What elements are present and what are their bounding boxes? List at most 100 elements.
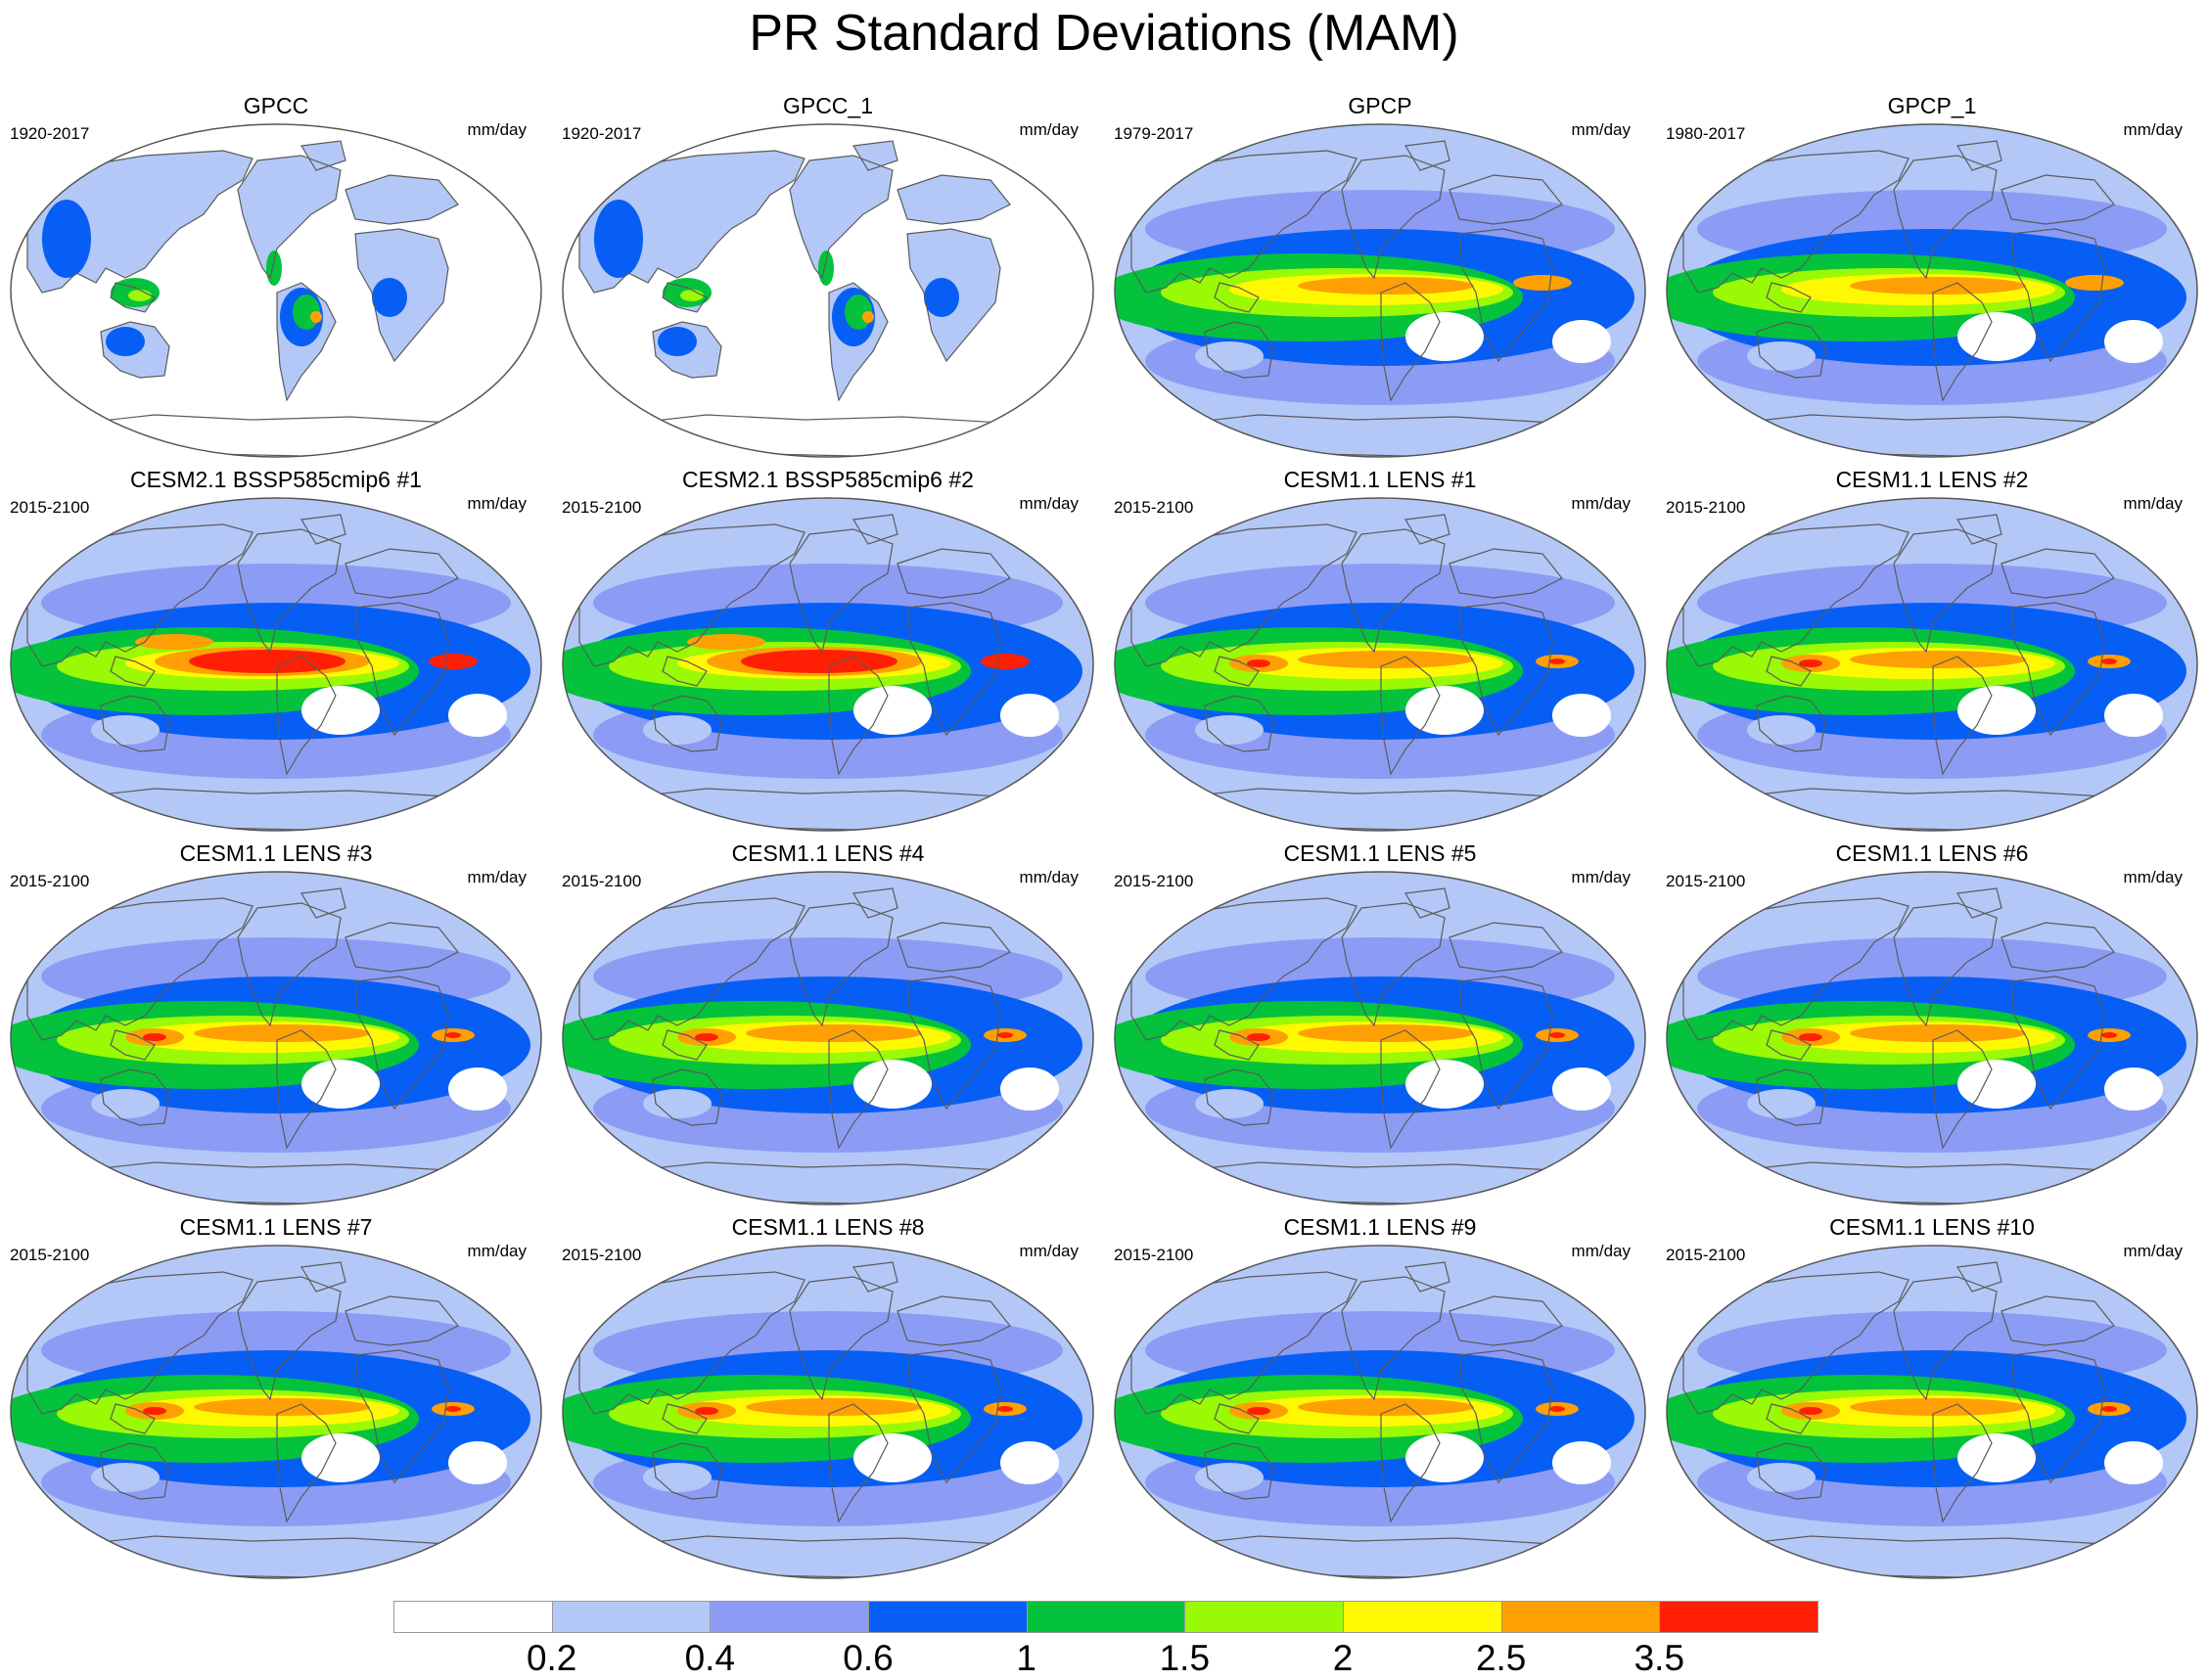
contour-region: [42, 200, 91, 278]
panel-units: mm/day: [467, 1242, 527, 1260]
colorbar-label: 0.6: [843, 1638, 894, 1678]
colorbar-box: [1184, 1601, 1344, 1633]
contour-region: [189, 650, 345, 673]
panel-units: mm/day: [1019, 868, 1079, 886]
coastline: [1449, 922, 1563, 973]
panel-period: 2015-2100: [10, 872, 90, 890]
contour-region: [1850, 1398, 2026, 1416]
contour-region: [1195, 1463, 1264, 1492]
coastline: [345, 174, 459, 225]
coastline: [897, 174, 1011, 225]
panel-title: CESM1.1 LENS #3: [179, 840, 373, 866]
coastline: [1932, 282, 1993, 402]
contour-region: [2101, 658, 2117, 664]
coastline: [906, 602, 1001, 737]
contour-region: [91, 1463, 160, 1492]
contour-region: [1000, 694, 1059, 737]
map-projection: [10, 1245, 542, 1579]
contour-region: [1549, 658, 1565, 664]
coastline: [662, 1029, 708, 1061]
coastline: [1766, 1403, 1812, 1434]
coastline: [906, 976, 1001, 1111]
coastline: [2001, 922, 2115, 973]
panel-units: mm/day: [1019, 120, 1079, 139]
contour-region: [2104, 694, 2163, 737]
contour-region: [448, 1067, 507, 1111]
coastline: [1449, 1295, 1563, 1346]
panel-units: mm/day: [2123, 1242, 2183, 1260]
coastline: [1449, 174, 1563, 225]
contour-region: [1747, 1463, 1816, 1492]
map-panel: CESM1.1 LENS #7 2015-2100 mm/day: [0, 1209, 552, 1582]
contour-region: [632, 882, 1024, 905]
coastline: [2001, 548, 2115, 599]
panel-title: CESM1.1 LENS #4: [731, 840, 925, 866]
coastline: [2010, 602, 2105, 737]
coastline: [26, 523, 253, 667]
coastline: [1130, 150, 1357, 294]
panel-title: CESM1.1 LENS #9: [1283, 1214, 1477, 1240]
contour-region: [128, 290, 152, 301]
coastline: [26, 150, 253, 294]
contour-region: [80, 801, 472, 825]
contour-region: [301, 1433, 380, 1482]
map-border: [1666, 1245, 2198, 1579]
colorbar-box: [1026, 1601, 1186, 1633]
panel-title: GPCC_1: [782, 93, 874, 118]
coastline: [354, 602, 449, 737]
coastline: [1956, 887, 2002, 919]
map-panel: GPCP 1979-2017 mm/day: [1104, 88, 1656, 461]
contour-region: [80, 1175, 472, 1199]
panel-title: GPCP: [1348, 93, 1412, 118]
coastline: [1214, 282, 1260, 313]
contour-region: [1549, 1032, 1565, 1038]
coastline: [354, 976, 449, 1111]
map-panel: CESM1.1 LENS #9 2015-2100 mm/day: [1104, 1209, 1656, 1582]
map-projection: [1114, 497, 1646, 832]
panel-period: 2015-2100: [562, 1246, 642, 1264]
contour-region: [741, 650, 897, 673]
contour-region: [1000, 1067, 1059, 1111]
contour-region: [1405, 1433, 1484, 1482]
coastline: [300, 514, 346, 545]
contour-region: [1552, 320, 1611, 363]
map-projection: [1666, 1245, 2198, 1579]
contour-region: [1247, 659, 1270, 667]
map-border: [562, 1245, 1094, 1579]
map-projection: [1666, 123, 2198, 458]
coastline: [652, 1068, 722, 1126]
contour-region: [445, 1406, 461, 1412]
coastline: [237, 155, 342, 280]
map-panel: CESM1.1 LENS #4 2015-2100 mm/day: [552, 836, 1104, 1208]
contour-region: [1184, 1549, 1576, 1572]
coastline: [1449, 548, 1563, 599]
colorbar-label: 2.5: [1475, 1638, 1527, 1678]
contour-region: [997, 1406, 1013, 1412]
panel-units: mm/day: [467, 868, 527, 886]
contour-region: [862, 311, 874, 323]
contour-region: [310, 311, 322, 323]
contour-region: [632, 801, 1024, 825]
contour-region: [1000, 1441, 1059, 1484]
coastline: [1756, 321, 1826, 379]
map-panel: CESM1.1 LENS #5 2015-2100 mm/day: [1104, 836, 1656, 1208]
map-border: [10, 497, 542, 832]
contour-region: [1298, 1398, 1474, 1416]
contour-region: [1850, 277, 2026, 295]
coastline: [578, 897, 805, 1041]
coastline: [1404, 1261, 1450, 1293]
contour-region: [1736, 882, 2128, 905]
contour-region: [2104, 1441, 2163, 1484]
coastline: [578, 1271, 805, 1415]
contour-region: [1513, 275, 1572, 291]
contour-region: [981, 654, 1030, 669]
panel-title: CESM1.1 LENS #7: [179, 1214, 373, 1240]
colorbar-label: 0.2: [526, 1638, 577, 1678]
panel-units: mm/day: [1571, 120, 1631, 139]
colorbar-label: 1.5: [1159, 1638, 1211, 1678]
contour-region: [2101, 1032, 2117, 1038]
coastline: [26, 897, 253, 1041]
coastline: [897, 1295, 1011, 1346]
coastline: [789, 155, 894, 280]
coastline: [1404, 514, 1450, 545]
